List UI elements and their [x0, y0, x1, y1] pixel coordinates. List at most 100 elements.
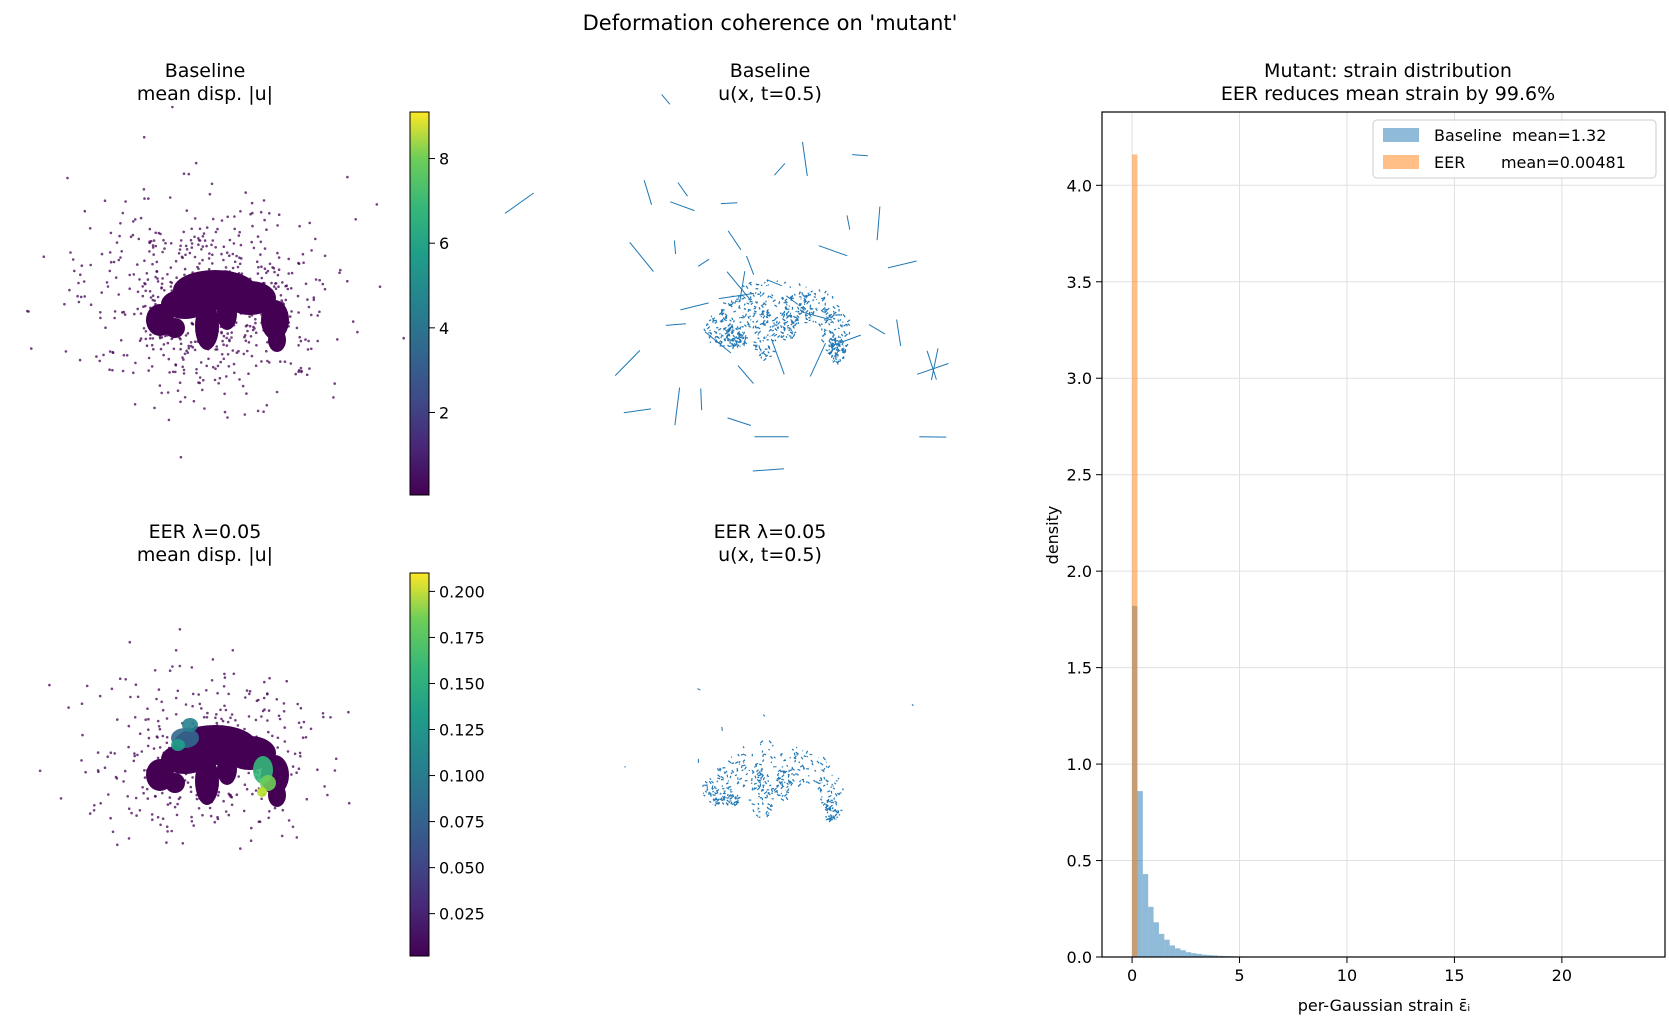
scatter-point: [354, 218, 358, 221]
displacement-vector: [832, 311, 837, 315]
scatter-point: [233, 371, 236, 375]
displacement-vector: [704, 780, 708, 784]
scatter-point: [148, 290, 152, 293]
displacement-vector: [806, 301, 809, 305]
displacement-vector: [845, 323, 848, 327]
scatter-point: [68, 288, 71, 292]
displacement-vector: [751, 769, 755, 774]
displacement-vector: [783, 313, 786, 317]
y-axis-label: density: [1043, 506, 1062, 565]
scatter-point: [134, 683, 138, 686]
scatter-point: [248, 692, 251, 696]
scatter-point: [329, 716, 332, 719]
displacement-vector: [762, 320, 766, 323]
scatter-point: [164, 241, 167, 245]
scatter-point: [99, 802, 102, 805]
scatter-point: [119, 256, 122, 259]
displacement-vector: [729, 345, 732, 347]
displacement-vector: [623, 408, 652, 414]
scatter-point: [268, 212, 271, 215]
displacement-vector: [767, 351, 770, 354]
displacement-vector: [828, 314, 831, 317]
displacement-vector: [911, 703, 914, 707]
scatter-point: [254, 718, 258, 722]
scatter-point: [208, 192, 212, 196]
scatter-point: [285, 679, 289, 683]
scatter-point: [183, 267, 187, 271]
displacement-vector: [761, 292, 765, 296]
scatter-point: [267, 816, 271, 820]
scatter-point: [195, 371, 198, 375]
scatter-point: [118, 677, 122, 680]
displacement-vector: [734, 801, 737, 804]
displacement-vector: [714, 792, 717, 795]
scatter-point: [161, 791, 164, 795]
displacement-vector: [772, 299, 776, 303]
scatter-point: [273, 806, 277, 810]
eer-field-panel: EER λ=0.05 u(x, t=0.5): [624, 521, 914, 823]
displacement-vector: [837, 777, 840, 780]
displacement-vector: [734, 339, 737, 342]
scatter-point: [179, 400, 182, 404]
scatter-point: [156, 295, 160, 299]
scatter-point: [243, 334, 247, 337]
displacement-vector: [784, 298, 788, 302]
scatter-point: [208, 252, 211, 255]
displacement-vector: [837, 354, 839, 357]
legend-baseline-swatch: [1383, 128, 1419, 142]
displacement-vector: [723, 770, 728, 775]
scatter-point: [104, 326, 107, 330]
scatter-point: [305, 797, 309, 801]
scatter-point: [206, 711, 209, 715]
scatter-point: [185, 349, 188, 353]
displacement-vector: [810, 311, 815, 315]
displacement-vector: [830, 343, 833, 346]
scatter-point: [158, 746, 162, 749]
scatter-point: [251, 224, 254, 228]
scatter-point: [193, 255, 197, 259]
displacement-vector: [766, 312, 769, 316]
scatter-point: [128, 640, 132, 644]
displacement-vector: [757, 807, 760, 810]
displacement-vector: [752, 468, 785, 472]
scatter-point: [222, 245, 226, 248]
scatter-point: [268, 262, 272, 266]
scatter-point: [166, 830, 169, 833]
scatter-point: [230, 331, 233, 334]
y-tick-label: 1.5: [1067, 659, 1092, 678]
displacement-vector: [825, 307, 830, 311]
scatter-point: [236, 724, 240, 727]
displacement-vector: [790, 323, 793, 326]
displacement-vector: [828, 323, 831, 326]
displacement-vector: [754, 775, 757, 779]
scatter-point: [205, 689, 208, 692]
scatter-point: [175, 276, 178, 280]
colorbar-tick-label: 0.175: [439, 628, 485, 647]
scatter-point: [232, 242, 236, 245]
scatter-point: [253, 327, 256, 330]
scatter-point: [225, 336, 228, 340]
displacement-vector: [830, 801, 833, 804]
displacement-vector: [719, 340, 722, 343]
colorbar-tick-label: 8: [439, 150, 449, 169]
scatter-point: [119, 222, 122, 225]
displacement-vector: [765, 316, 769, 319]
scatter-point: [223, 676, 227, 679]
scatter-point: [304, 736, 308, 739]
displacement-vector: [802, 779, 805, 783]
displacement-vector: [738, 332, 742, 336]
scatter-point: [230, 336, 233, 339]
displacement-vector: [821, 306, 826, 311]
scatter-point: [64, 350, 68, 353]
scatter-point: [149, 296, 153, 299]
displacement-vector: [798, 291, 801, 295]
scatter-point: [310, 249, 313, 252]
scatter-point: [295, 836, 299, 839]
displacement-vector: [724, 795, 726, 799]
scatter-point: [240, 257, 243, 260]
displacement-vector: [731, 343, 735, 347]
displacement-vector: [823, 329, 827, 333]
displacement-vector: [763, 352, 767, 357]
scatter-point: [235, 254, 238, 258]
scatter-point: [147, 369, 150, 372]
